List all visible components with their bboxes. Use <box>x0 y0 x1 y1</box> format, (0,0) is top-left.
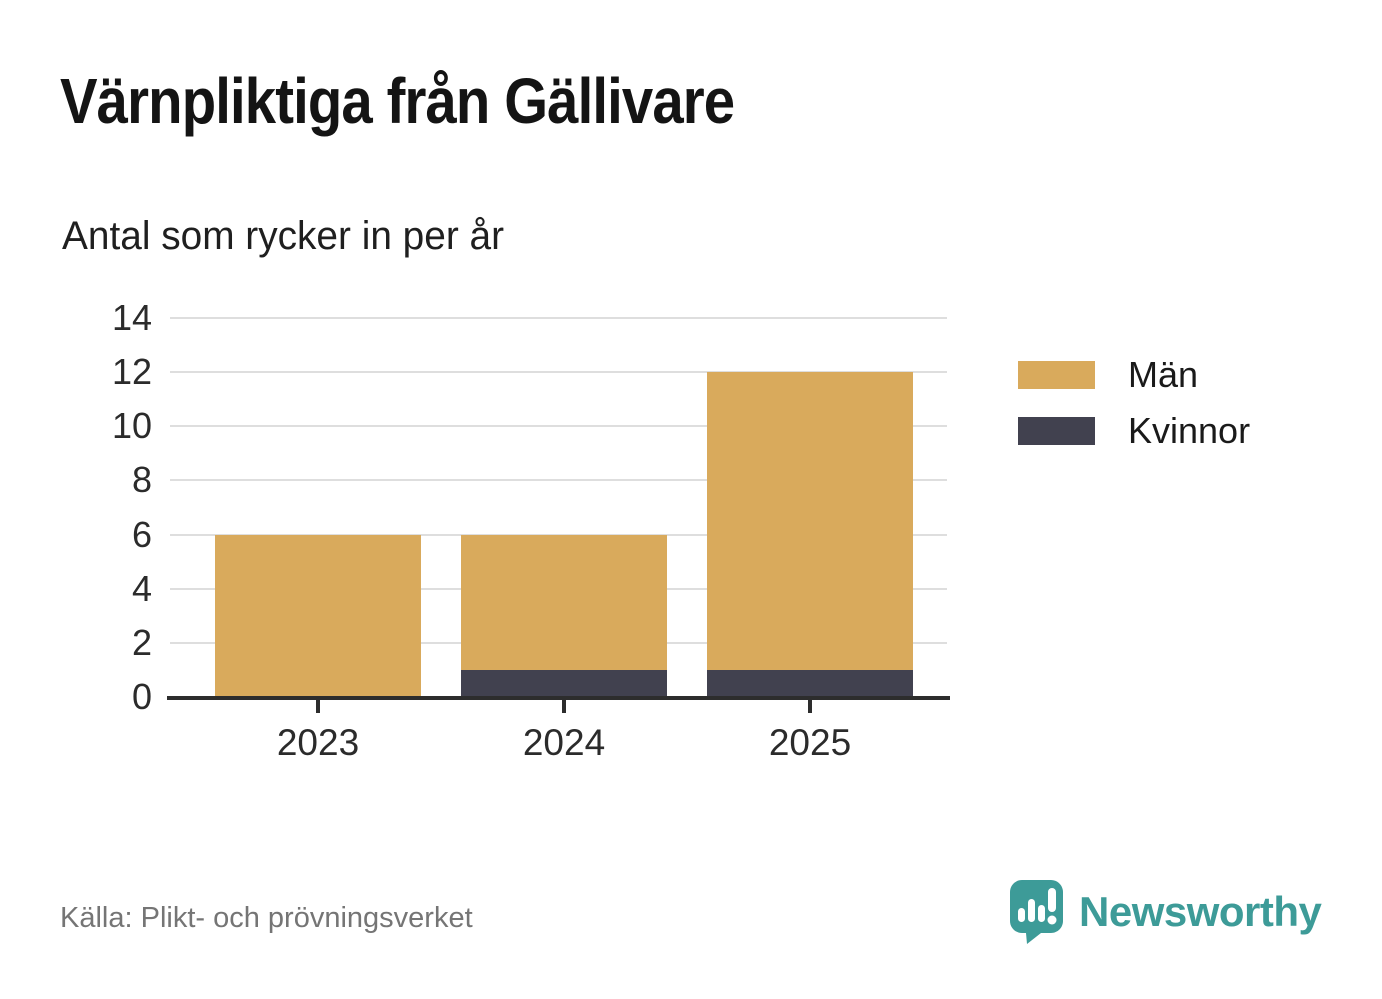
bar-segment-2025-kvinnor <box>707 669 913 697</box>
legend-swatch-män <box>1018 361 1095 389</box>
bar-segment-2024-kvinnor <box>461 669 667 697</box>
gridline-y-6 <box>170 533 947 536</box>
x-axis-line <box>167 696 950 700</box>
plot-area <box>170 317 947 697</box>
bar-segment-2024-män <box>461 534 667 670</box>
gridline-y-12 <box>170 371 947 374</box>
gridline-y-8 <box>170 479 947 482</box>
y-axis-tick-label-8: 8 <box>131 459 152 501</box>
legend-item-kvinnor: Kvinnor <box>1018 410 1250 452</box>
y-axis-tick-label-0: 0 <box>131 676 152 717</box>
chart-title: Värnpliktiga från Gällivare <box>60 65 735 137</box>
y-axis-tick-label-2: 2 <box>131 621 152 663</box>
x-axis-tick-label-2025: 2025 <box>768 722 852 763</box>
legend-label-kvinnor: Kvinnor <box>1128 410 1251 451</box>
source-text: Källa: Plikt- och prövningsverket <box>60 902 473 934</box>
legend-swatch-kvinnor <box>1018 417 1095 445</box>
chart-subtitle: Antal som rycker in per år <box>62 214 505 258</box>
y-axis-tick-label-12: 12 <box>111 351 152 393</box>
y-axis-tick-label-10: 10 <box>111 405 152 447</box>
gridline-y-10 <box>170 425 947 428</box>
y-axis-tick-label-4: 4 <box>131 567 152 609</box>
y-axis-tick-label-14: 14 <box>111 297 152 338</box>
bar-segment-2025-män <box>707 372 913 670</box>
x-axis-tick-2024 <box>562 700 566 713</box>
x-axis-tick-label-2023: 2023 <box>276 722 360 763</box>
brand-wordmark: Newsworthy <box>1079 888 1322 935</box>
bar-chart-speech-bubble-icon <box>1010 880 1063 944</box>
gridline-y-14 <box>170 317 947 319</box>
x-axis-tick-2025 <box>808 700 812 713</box>
x-axis-tick-label-2024: 2024 <box>522 722 606 763</box>
y-axis-tick-label-6: 6 <box>131 513 152 555</box>
x-axis-tick-2023 <box>316 700 320 713</box>
bar-segment-2023-män <box>215 534 421 697</box>
brand-logo: Newsworthy <box>1010 880 1322 944</box>
legend-item-män: Män <box>1018 354 1250 396</box>
legend-label-män: Män <box>1128 354 1199 395</box>
legend: Män Kvinnor <box>1018 354 1250 452</box>
